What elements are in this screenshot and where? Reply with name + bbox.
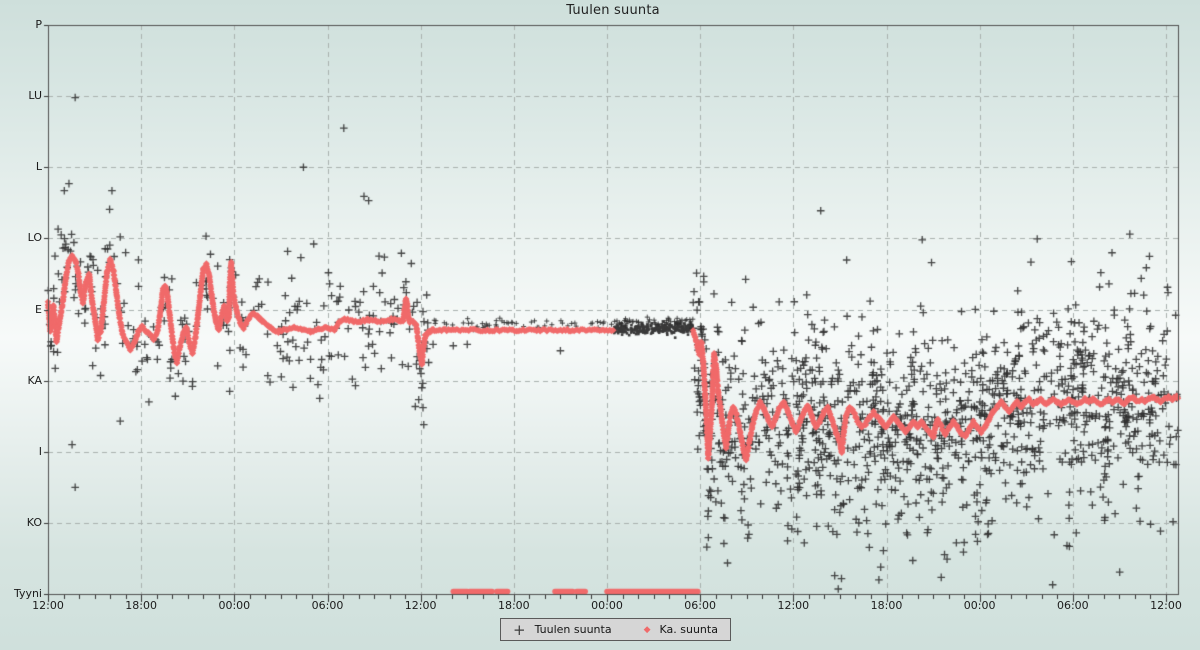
x-axis-label-12: 12:00 [1150, 599, 1182, 612]
x-axis-label-5: 18:00 [497, 599, 530, 612]
y-axis-label-e: E [35, 302, 42, 316]
y-axis-label-lu: LU [28, 89, 42, 103]
legend-label-ka-suunta: Ka. suunta [659, 623, 718, 636]
x-axis-label-8: 12:00 [777, 599, 810, 612]
x-axis-label-4: 12:00 [404, 599, 437, 612]
diamond-marker-icon: ◆ [643, 624, 651, 635]
x-axis-label-0: 12:00 [32, 599, 64, 612]
plus-marker-icon: + [513, 620, 526, 639]
x-axis-label-10: 00:00 [963, 599, 996, 612]
x-axis-label-1: 18:00 [125, 599, 157, 612]
y-axis-label-l: L [35, 160, 42, 174]
x-axis-label-2: 00:00 [218, 599, 251, 612]
x-axis-label-11: 06:00 [1056, 599, 1089, 612]
legend-label-tuulen-suunta: Tuulen suunta [534, 623, 612, 636]
y-axis-label-lo: LO [27, 231, 42, 245]
y-axis-label-ka: KA [27, 373, 42, 387]
legend: + Tuulen suunta ◆ Ka. suunta [500, 618, 731, 641]
y-axis-label-i: I [38, 444, 42, 458]
y-axis-label-tyyni: Tyyni [13, 587, 42, 600]
x-axis-label-3: 06:00 [311, 599, 344, 612]
chart-title: Tuulen suunta [566, 3, 660, 18]
x-axis-label-6: 00:00 [591, 599, 623, 612]
x-axis-label-9: 18:00 [870, 599, 903, 612]
x-axis-label-7: 06:00 [684, 599, 716, 612]
y-axis-label-p: P [35, 18, 42, 31]
y-axis-label-ko: KO [26, 515, 42, 529]
